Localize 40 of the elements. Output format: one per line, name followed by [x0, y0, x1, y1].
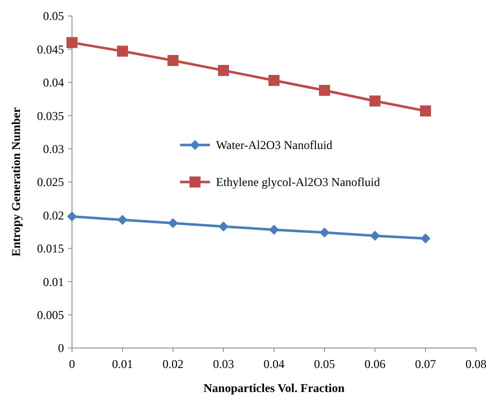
point: [117, 46, 128, 57]
legend-label: Ethylene glycol-Al2O3 Nanofluid: [216, 175, 380, 190]
point: [370, 230, 380, 241]
y-tick-label: 0.035: [37, 108, 64, 123]
x-tick-label: 0.01: [112, 357, 133, 371]
y-tick-label: 0.005: [37, 308, 64, 322]
x-tick-label: 0.06: [364, 357, 386, 371]
y-tick-label: 0.01: [43, 274, 64, 289]
point: [319, 84, 330, 96]
y-tick-label: 0.015: [37, 242, 64, 256]
point: [168, 218, 178, 228]
point: [67, 212, 77, 222]
y-tick-label: 0.04: [43, 76, 64, 90]
point: [420, 105, 431, 116]
point: [218, 221, 228, 232]
point: [268, 74, 280, 86]
point: [118, 214, 128, 225]
point: [320, 227, 330, 238]
point: [420, 233, 430, 244]
x-tick-label: 0.02: [162, 357, 184, 371]
y-tick-label: 0.045: [37, 42, 64, 56]
x-tick-label: 0.05: [314, 357, 335, 371]
y-tick-label: 0: [58, 341, 64, 356]
y-tick-label: 0.05: [43, 9, 64, 24]
point: [370, 95, 380, 106]
y-tick-label: 0.025: [37, 175, 64, 190]
point: [66, 37, 78, 48]
x-tick-label: 0.03: [213, 357, 234, 371]
x-tick-label: 0.08: [466, 357, 486, 371]
x-axis-title: Nanoparticles Vol. Fraction: [204, 381, 345, 395]
legend-label: Water-Al2O3 Nanofluid: [216, 138, 332, 152]
point: [168, 54, 178, 66]
x-tick-label: 0.07: [415, 357, 436, 371]
point: [269, 224, 279, 235]
y-tick-label: 0.03: [43, 142, 64, 156]
y-axis-title: Entropy Generation Number: [9, 106, 23, 257]
x-tick-label: 0: [69, 357, 75, 371]
x-tick-label: 0.04: [264, 357, 284, 371]
y-tick-label: 0.02: [43, 208, 64, 222]
point: [218, 64, 229, 76]
